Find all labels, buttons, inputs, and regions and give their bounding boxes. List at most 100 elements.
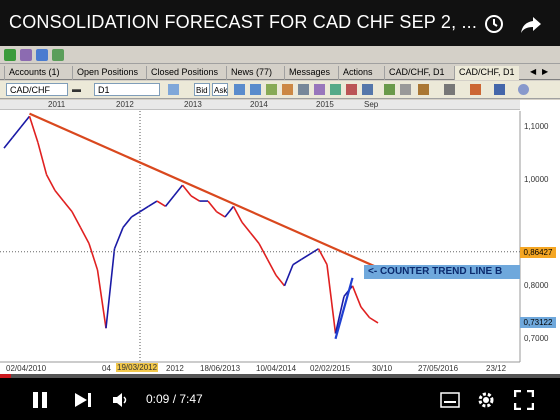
progress-bar[interactable] xyxy=(0,374,560,378)
player-controls: 0:09 / 7:47 xyxy=(0,378,560,420)
year-label: 2015 xyxy=(316,100,334,109)
zoom-out-icon[interactable] xyxy=(250,84,261,95)
crosshair-icon[interactable] xyxy=(266,84,277,95)
objects-icon[interactable] xyxy=(362,84,373,95)
price-tick-label: 1,0000 xyxy=(524,174,549,184)
timeframe-select[interactable]: D1 xyxy=(94,83,160,96)
price-segment xyxy=(326,264,337,334)
price-segment xyxy=(207,200,218,213)
year-label: 2011 xyxy=(48,100,66,109)
price-segment xyxy=(79,227,90,244)
date-tick-label: 02/02/2015 xyxy=(310,364,351,373)
price-segment xyxy=(334,296,345,334)
date-tick-label: 10/04/2014 xyxy=(256,364,297,373)
date-tick-label: 02/04/2010 xyxy=(6,364,47,373)
tab-messages[interactable]: Messages xyxy=(284,66,334,80)
panel-tabs: Accounts (1) Open Positions Closed Posit… xyxy=(0,65,560,80)
connect-icon[interactable] xyxy=(4,49,16,61)
template-icon[interactable] xyxy=(314,84,325,95)
zoom-in-icon[interactable] xyxy=(234,84,245,95)
price-segment xyxy=(71,211,82,228)
price-segment xyxy=(258,243,269,260)
alert-icon[interactable] xyxy=(346,84,357,95)
year-label: 2014 xyxy=(250,100,268,109)
fibonacci-icon[interactable] xyxy=(494,84,505,95)
pencil-icon[interactable] xyxy=(470,84,481,95)
trend-line xyxy=(29,112,396,277)
indicator-icon[interactable] xyxy=(282,84,293,95)
plot-area xyxy=(0,111,520,360)
tabs-scroll-right-icon[interactable]: ▶ xyxy=(542,67,549,76)
progress-played xyxy=(0,374,11,378)
video-title[interactable]: CONSOLIDATION FORECAST FOR CAD CHF SEP 2… xyxy=(9,12,478,32)
lines-icon[interactable] xyxy=(444,84,455,95)
watch-later-icon[interactable] xyxy=(484,14,504,34)
tabs-scroll-left-icon[interactable]: ◀ xyxy=(530,67,537,76)
fullscreen-icon[interactable] xyxy=(514,390,534,410)
chart-toolbar: CAD/CHF ▬ D1 Bid Ask xyxy=(0,81,560,99)
price-segment xyxy=(173,184,184,197)
chart-canvas xyxy=(0,111,521,363)
price-segment xyxy=(45,174,56,191)
tab-chart-cadchf-1[interactable]: CAD/CHF, D1 xyxy=(384,66,449,80)
price-series xyxy=(0,115,520,334)
tab-actions[interactable]: Actions xyxy=(338,66,377,80)
price-chart[interactable]: 2011 2012 2013 2014 2015 Sep 1,1000 1,00… xyxy=(0,100,560,374)
next-icon[interactable] xyxy=(74,392,94,408)
chart-type-icon[interactable]: ▬ xyxy=(72,84,81,94)
price-segment xyxy=(241,221,252,234)
settings-gear-icon[interactable] xyxy=(476,390,496,410)
trading-platform-window: Accounts (1) Open Positions Closed Posit… xyxy=(0,46,560,374)
counter-trend-annotation: <- COUNTER TREND LINE B xyxy=(364,265,520,279)
price-segment xyxy=(317,248,328,266)
price-segment xyxy=(190,195,200,202)
period-icon[interactable] xyxy=(298,84,309,95)
price-segment xyxy=(292,258,302,266)
pause-icon[interactable] xyxy=(32,391,48,409)
scroll-icon[interactable] xyxy=(330,84,341,95)
price-segment xyxy=(249,232,260,244)
tab-open-positions[interactable]: Open Positions xyxy=(72,66,142,80)
share-icon[interactable] xyxy=(520,14,542,34)
account-icon[interactable] xyxy=(20,49,32,61)
tab-accounts[interactable]: Accounts (1) xyxy=(4,66,64,80)
chart-style-icon[interactable] xyxy=(168,84,179,95)
year-label: 2013 xyxy=(184,100,202,109)
date-tick-label: 23/12 xyxy=(486,364,507,373)
volume-icon[interactable] xyxy=(112,392,130,408)
price-segment xyxy=(309,248,319,255)
platform-toolbar xyxy=(0,46,560,64)
price-tick-label: 1,1000 xyxy=(524,121,549,131)
screenshot-icon[interactable] xyxy=(384,84,395,95)
price-segment xyxy=(122,216,133,229)
tab-chart-cadchf-2[interactable]: CAD/CHF, D1 xyxy=(454,66,519,80)
price-segment xyxy=(20,115,31,128)
symbol-select[interactable]: CAD/CHF xyxy=(6,83,68,96)
price-segment xyxy=(360,306,371,319)
price-segment xyxy=(156,200,166,208)
print-icon[interactable] xyxy=(400,84,411,95)
price-segment xyxy=(224,205,235,218)
bid-button[interactable]: Bid xyxy=(194,83,210,96)
price-segment xyxy=(105,248,116,329)
price-segment xyxy=(37,142,48,175)
refresh-icon[interactable] xyxy=(52,49,64,61)
price-segment xyxy=(164,195,175,207)
price-segment xyxy=(351,285,362,308)
price-segment xyxy=(28,116,39,144)
time-display: 0:09 / 7:47 xyxy=(146,392,203,406)
tab-closed-positions[interactable]: Closed Positions xyxy=(146,66,222,80)
year-label: 2012 xyxy=(116,100,134,109)
ask-button[interactable]: Ask xyxy=(212,83,228,96)
current-price-badge: 0,73122 xyxy=(520,317,556,329)
draw-tools-icon[interactable] xyxy=(418,84,429,95)
price-segment xyxy=(96,269,107,329)
counter-trend-line xyxy=(334,277,354,340)
settings-icon[interactable] xyxy=(36,49,48,61)
tab-news[interactable]: News (77) xyxy=(226,66,276,80)
date-tick-label: 04 xyxy=(102,364,111,373)
price-segment xyxy=(88,243,99,271)
price-segment xyxy=(62,200,73,213)
subtitles-icon[interactable] xyxy=(440,392,460,408)
shapes-icon[interactable] xyxy=(518,84,529,95)
